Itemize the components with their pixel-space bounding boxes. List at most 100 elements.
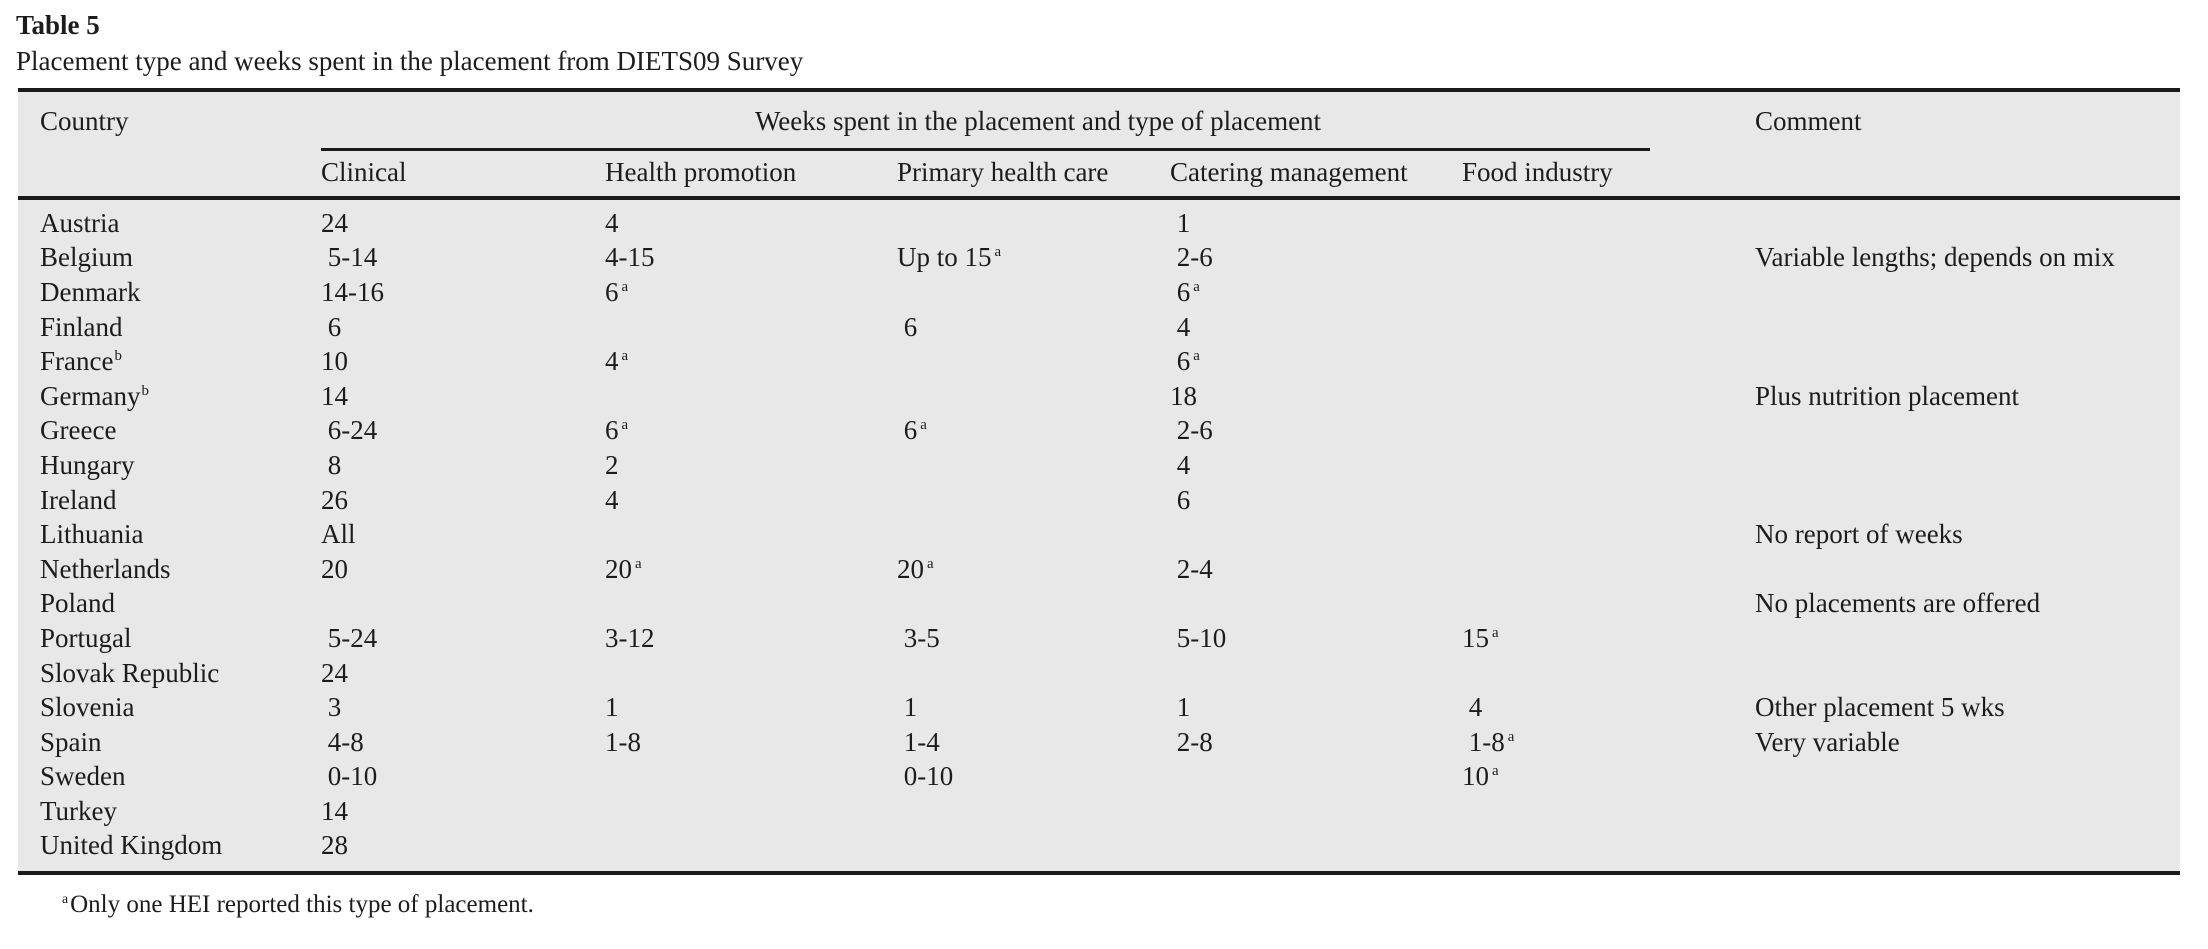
footnote-reference: a [1193, 278, 1200, 295]
column-header-health-promotion: Health promotion [605, 157, 797, 187]
table-row: Belgium 5-14 4-15 Up to 15 a 2-6 Variable le… [18, 241, 2180, 276]
cell-clinical: 28 [321, 830, 348, 861]
cell-country: Slovak Republic [40, 657, 220, 688]
cell-catering-management: 2-4 [1170, 553, 1213, 584]
table-row: Austria 24 4 1 [18, 206, 2180, 241]
cell-country: Ireland [40, 484, 117, 515]
cell-food-industry: 4 [1462, 692, 1483, 723]
column-header-comment: Comment [1755, 105, 1862, 136]
cell-country: Greece [40, 415, 117, 446]
cell-comment: Plus nutrition placement [1755, 380, 2019, 411]
table-row: Ireland 26 4 6 [18, 483, 2180, 518]
cell-health-promotion: 1 [605, 692, 619, 723]
cell-catering-management: 6 [1170, 484, 1191, 515]
cell-country: Hungary [40, 449, 135, 480]
cell-food-industry: 15 a [1462, 622, 1499, 653]
cell-catering-management: 2-6 [1170, 415, 1213, 446]
cell-clinical: 20 [321, 553, 348, 584]
column-header-food-industry: Food industry [1462, 157, 1613, 187]
footnote-reference: a [621, 417, 629, 434]
cell-comment: No report of weeks [1755, 519, 1963, 550]
cell-catering-management: 2-6 [1170, 242, 1213, 273]
cell-country: Germanyb [40, 380, 149, 411]
table-row: Spain 4-8 1-8 1-4 2-8 1-8 a Very variable [18, 725, 2180, 760]
cell-clinical: 6 [321, 311, 342, 342]
table-row: Hungary 8 2 4 [18, 448, 2180, 483]
header-row-columns: Clinical Health promotion Primary health… [18, 151, 2180, 200]
cell-clinical: 5-14 [321, 242, 378, 273]
cell-catering-management: 2-8 [1170, 726, 1213, 757]
table-row: Portugal 5-24 3-12 3-5 5-10 15 a [18, 621, 2180, 656]
cell-clinical: 14 [321, 380, 348, 411]
cell-comment: Variable lengths; depends on mix [1755, 242, 2115, 273]
footnote-reference: b [141, 382, 149, 399]
cell-primary-health-care: Up to 15 a [897, 242, 1002, 273]
cell-health-promotion: 1-8 [605, 726, 641, 757]
column-header-country: Country [40, 105, 129, 136]
cell-clinical: 10 [321, 346, 348, 377]
cell-catering-management: 4 [1170, 449, 1191, 480]
table-title: Placement type and weeks spent in the pl… [16, 46, 804, 76]
cell-clinical: 4-8 [321, 726, 364, 757]
column-header-catering-management: Catering management [1170, 157, 1408, 187]
table-number: Table 5 [16, 10, 100, 40]
cell-country: United Kingdom [40, 830, 223, 861]
cell-country: Portugal [40, 622, 132, 653]
cell-clinical: 26 [321, 484, 348, 515]
footnote-text: Only one HEI reported this type of place… [70, 891, 534, 919]
footnote-reference: a [1507, 728, 1515, 745]
cell-country: Franceb [40, 346, 122, 377]
cell-primary-health-care: 1 [897, 692, 918, 723]
cell-clinical: 14-16 [321, 276, 384, 307]
cell-country: Sweden [40, 761, 126, 792]
footnote-reference: a [621, 348, 629, 365]
cell-food-industry: 1-8 a [1462, 726, 1515, 757]
table-row: Slovenia 3 1 1 1 4 Other placement 5 wks [18, 690, 2180, 725]
cell-clinical: 24 [321, 207, 348, 238]
table-row: Turkey 14 [18, 794, 2180, 829]
footnote-reference: a [621, 278, 629, 295]
cell-country: Poland [40, 588, 116, 619]
cell-clinical: 0-10 [321, 761, 378, 792]
cell-primary-health-care: 0-10 [897, 761, 954, 792]
column-group-rule-row [18, 142, 2180, 151]
cell-clinical: All [321, 519, 356, 550]
cell-health-promotion: 2 [605, 449, 619, 480]
footnote-reference: a [920, 417, 927, 434]
cell-country: Finland [40, 311, 123, 342]
footnote-reference: a [1492, 763, 1499, 780]
cell-country: Austria [40, 207, 120, 238]
cell-clinical: 6-24 [321, 415, 378, 446]
cell-health-promotion: 3-12 [605, 622, 655, 653]
cell-comment: Very variable [1755, 726, 1900, 757]
table-row: United Kingdom 28 [18, 829, 2180, 864]
cell-health-promotion: 4-15 [605, 242, 655, 273]
table-row: Lithuania All No report of weeks [18, 517, 2180, 552]
cell-primary-health-care: 1-4 [897, 726, 940, 757]
cell-primary-health-care: 6 [897, 311, 918, 342]
column-group-header-weeks: Weeks spent in the placement and type of… [754, 105, 1322, 136]
table-caption: Table 5 Placement type and weeks spent i… [16, 8, 2208, 80]
footnote-reference: a [1193, 348, 1200, 365]
column-group-rule [321, 148, 1650, 151]
table-header: Country Weeks spent in the placement and… [18, 92, 2180, 200]
table-row: Slovak Republic 24 [18, 656, 2180, 691]
cell-country: Netherlands [40, 553, 171, 584]
cell-catering-management: 1 [1170, 692, 1191, 723]
table-row: Germanyb 14 18 Plus nutrition placement [18, 379, 2180, 414]
table-row: Netherlands 20 20 a 20 a 2-4 [18, 552, 2180, 587]
cell-health-promotion: 4 [605, 484, 619, 515]
table-footnote: aOnly one HEI reported this type of plac… [62, 891, 2208, 919]
cell-comment: Other placement 5 wks [1755, 692, 2005, 723]
cell-clinical: 3 [321, 692, 342, 723]
cell-health-promotion: 4 [605, 207, 619, 238]
column-header-clinical: Clinical [321, 157, 407, 187]
cell-country: Belgium [40, 242, 133, 273]
